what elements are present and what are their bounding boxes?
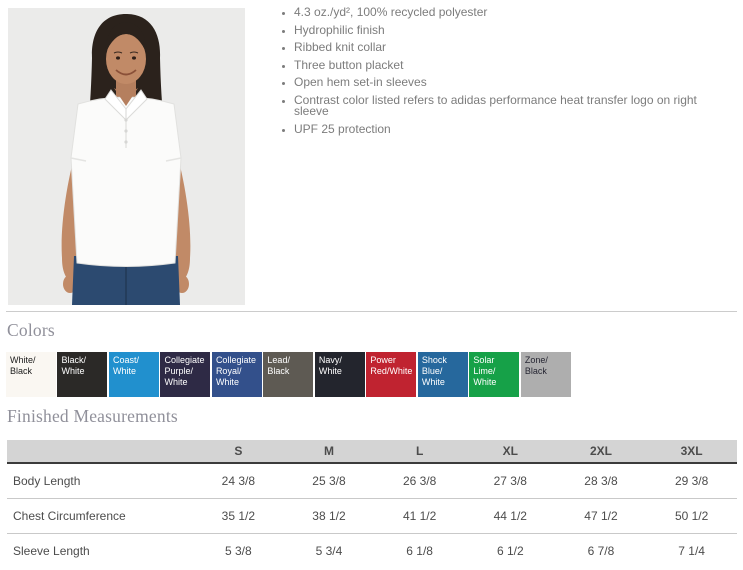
swatch-label-line: Shock bbox=[421, 355, 447, 365]
measurement-value-cell: 50 1/2 bbox=[646, 498, 737, 534]
color-swatch[interactable]: Shock Blue/White bbox=[417, 352, 468, 397]
corner-cell bbox=[7, 440, 193, 464]
size-column-header: XL bbox=[464, 440, 556, 464]
measurement-value-cell: 5 3/8 bbox=[224, 544, 252, 558]
color-swatch[interactable]: Power Red/White bbox=[366, 352, 417, 397]
measurement-value-cell: 25 3/8 bbox=[283, 463, 375, 499]
measurement-value-cell: 6 1/2 bbox=[496, 544, 524, 558]
color-swatch[interactable]: Black/White bbox=[57, 352, 108, 397]
swatch-label-line: Collegiate bbox=[215, 355, 256, 365]
feature-item: Three button placket bbox=[294, 59, 726, 72]
swatch-label-line: Blue/ bbox=[421, 366, 443, 376]
color-swatch-list: White/Black Black/White Coast/White Collegi… bbox=[6, 352, 571, 397]
measurement-value-cell: 6 1/8 bbox=[406, 544, 433, 558]
measurement-value-cell: 44 1/2 bbox=[464, 498, 556, 534]
measurements-heading: Finished Measurements bbox=[7, 406, 178, 426]
swatch-label-line: Black bbox=[524, 366, 547, 376]
size-column-header: L bbox=[374, 440, 465, 464]
swatch-label-line: Collegiate bbox=[164, 355, 205, 365]
measurement-value-cell: 35 1/2 bbox=[193, 498, 284, 534]
color-swatch[interactable]: Solar Lime/White bbox=[469, 352, 520, 397]
measurement-row-label: Sleeve Length bbox=[13, 544, 90, 558]
swatch-label-line: Zone/ bbox=[524, 355, 548, 365]
swatch-label-line: White bbox=[318, 366, 342, 376]
swatch-label-line: Solar bbox=[473, 355, 495, 365]
measurement-row-label: Chest Circumference bbox=[7, 498, 193, 534]
feature-item: 4.3 oz./yd², 100% recycled polyester bbox=[294, 6, 726, 19]
measurement-value-cell: 5 3/4 bbox=[315, 544, 343, 558]
swatch-label-line: Black/ bbox=[61, 355, 86, 365]
feature-item: Contrast color listed refers to adidas p… bbox=[294, 94, 726, 118]
table-row: Chest Circumference 35 1/2 38 1/2 41 1/2 44 … bbox=[7, 498, 737, 534]
measurements-table: S M L XL 2XL 3XL Body Length 24 3/8 25 3/8 26 3/… bbox=[7, 440, 737, 568]
swatch-label-line: White bbox=[215, 377, 239, 387]
feature-list: 4.3 oz./yd², 100% recycled polyester Hydr… bbox=[282, 6, 726, 141]
measurements-body: Body Length 24 3/8 25 3/8 26 3/8 27 3/8 28 3/… bbox=[7, 463, 737, 568]
table-row: Body Length 24 3/8 25 3/8 26 3/8 27 3/8 28 3/… bbox=[7, 463, 737, 499]
model-photo-illustration bbox=[8, 8, 245, 305]
size-column-header: S bbox=[193, 440, 284, 464]
swatch-label-line: Black bbox=[267, 366, 290, 376]
feature-item: UPF 25 protection bbox=[294, 123, 726, 136]
swatch-label-line: Lime/ bbox=[473, 366, 496, 376]
table-row: Sleeve Length 5 3/8 5 3/4 6 1/8 6 1/2 6 7/8 7 … bbox=[7, 534, 737, 569]
measurement-value-cell: 24 3/8 bbox=[193, 463, 284, 499]
color-swatch[interactable]: Collegiate Royal/White bbox=[211, 352, 262, 397]
swatch-label-line: White bbox=[421, 377, 445, 387]
measurement-value-cell: 28 3/8 bbox=[555, 463, 647, 499]
measurement-value-cell: 26 3/8 bbox=[374, 463, 465, 499]
colors-heading: Colors bbox=[7, 320, 55, 340]
feature-item: Open hem set-in sleeves bbox=[294, 76, 726, 89]
size-column-header: 3XL bbox=[646, 440, 737, 464]
swatch-label-line: White bbox=[164, 377, 188, 387]
measurement-value-cell: 27 3/8 bbox=[464, 463, 556, 499]
color-swatch[interactable]: Lead/Black bbox=[263, 352, 314, 397]
swatch-label-line: Power bbox=[370, 355, 396, 365]
measurement-value-cell: 29 3/8 bbox=[646, 463, 737, 499]
measurement-value-cell: 7 1/4 bbox=[678, 544, 705, 558]
swatch-label-line: White bbox=[61, 366, 85, 376]
size-column-header: M bbox=[283, 440, 375, 464]
color-swatch[interactable]: White/Black bbox=[6, 352, 56, 397]
swatch-label-line: Purple/ bbox=[164, 366, 193, 376]
size-header-row: S M L XL 2XL 3XL bbox=[7, 440, 737, 464]
color-swatch[interactable]: Coast/White bbox=[108, 352, 159, 397]
color-swatch[interactable]: Navy/White bbox=[314, 352, 365, 397]
swatch-label-line: Royal/ bbox=[215, 366, 242, 376]
color-swatch[interactable]: Zone/Black bbox=[520, 352, 571, 397]
swatch-label-line: Coast/ bbox=[112, 355, 139, 365]
measurement-value-cell: 41 1/2 bbox=[374, 498, 465, 534]
swatch-label-line: White bbox=[112, 366, 136, 376]
swatch-label-line: Red/White bbox=[370, 366, 413, 376]
measurement-value-cell: 6 7/8 bbox=[587, 544, 615, 558]
measurement-row-label: Body Length bbox=[7, 463, 193, 499]
color-swatch[interactable]: Collegiate Purple/White bbox=[160, 352, 211, 397]
measurement-value-cell: 38 1/2 bbox=[283, 498, 375, 534]
measurement-value-cell: 47 1/2 bbox=[555, 498, 647, 534]
swatch-label-line: Lead/ bbox=[267, 355, 290, 365]
section-divider bbox=[6, 311, 737, 312]
feature-item: Ribbed knit collar bbox=[294, 41, 726, 54]
swatch-label-line: White bbox=[473, 377, 497, 387]
swatch-label-line: White/ bbox=[10, 355, 36, 365]
product-photo[interactable] bbox=[8, 8, 245, 305]
size-column-header: 2XL bbox=[555, 440, 647, 464]
swatch-label-line: Navy/ bbox=[318, 355, 342, 365]
feature-item: Hydrophilic finish bbox=[294, 24, 726, 37]
swatch-label-line: Black bbox=[10, 366, 33, 376]
